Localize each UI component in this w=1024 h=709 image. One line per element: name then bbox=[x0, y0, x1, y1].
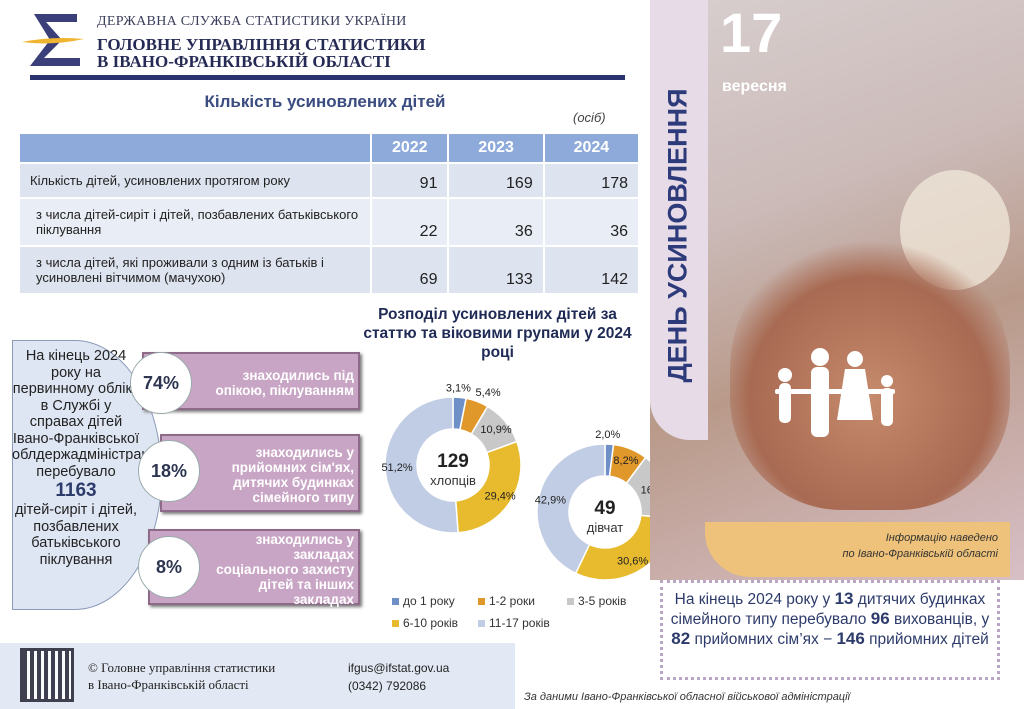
contact-info: ifgus@ifstat.gov.ua (0342) 792086 bbox=[348, 661, 450, 693]
legend-label: 6-10 років bbox=[403, 616, 458, 630]
donut-total: 49 bbox=[594, 498, 615, 519]
donut-total: 129 bbox=[437, 451, 469, 472]
legend-swatch bbox=[392, 597, 399, 605]
hands-photo bbox=[730, 230, 1010, 510]
donut-slice bbox=[454, 440, 522, 534]
table-row: з числа дітей-сиріт і дітей, позбавлених… bbox=[20, 199, 638, 245]
chart-title: Розподіл усиновлених дітей за статтю та … bbox=[363, 306, 632, 361]
legend-swatch bbox=[478, 619, 485, 627]
legend-item: 6-10 років bbox=[392, 616, 458, 630]
percent-badge: 18% bbox=[138, 440, 200, 502]
legend-item: до 1 року bbox=[392, 594, 455, 608]
dept-name: ГОЛОВНЕ УПРАВЛІННЯ СТАТИСТИКИ В ІВАНО-ФРА… bbox=[97, 35, 426, 71]
family-silhouette-icon bbox=[775, 348, 895, 437]
slice-label: 10,9% bbox=[480, 424, 511, 436]
donut-label: хлопців bbox=[430, 473, 476, 488]
org-name: ДЕРЖАВНА СЛУЖБА СТАТИСТИКИ УКРАЇНИ bbox=[97, 14, 407, 29]
legend-item: 11-17 років bbox=[478, 616, 550, 630]
banner-day: 17 bbox=[720, 1, 783, 64]
table-title: Кількість усиновлених дітей bbox=[204, 92, 446, 111]
slice-label: 42,9% bbox=[535, 495, 566, 507]
percent-badge: 8% bbox=[138, 536, 200, 598]
sigma-logo bbox=[22, 14, 84, 66]
legend-swatch bbox=[478, 597, 485, 605]
slice-label: 3,1% bbox=[446, 382, 471, 394]
legend-label: 11-17 років bbox=[489, 616, 550, 630]
footer bbox=[0, 643, 515, 709]
slice-label: 5,4% bbox=[476, 387, 501, 399]
legend-label: до 1 року bbox=[403, 594, 455, 608]
slice-label: 2,0% bbox=[595, 429, 620, 441]
donut-slice bbox=[536, 443, 606, 575]
legend-swatch bbox=[567, 597, 574, 605]
legend-item: 1-2 роки bbox=[478, 594, 535, 608]
copyright: © Головне управління статистики в Івано-Ф… bbox=[88, 660, 276, 692]
legend-item: 3-5 років bbox=[567, 594, 626, 608]
banner-caption: Інформацію наведено по Івано-Франківській… bbox=[705, 522, 1010, 577]
family-homes-box: На кінець 2024 року у 13 дитячих будинка… bbox=[660, 580, 1000, 680]
table-row: Кількість дітей, усиновлених протягом ро… bbox=[20, 164, 638, 197]
legend-swatch bbox=[392, 619, 399, 627]
adoption-table: 2022 2023 2024 Кількість дітей, усиновлени… bbox=[18, 132, 640, 295]
qr-code-icon[interactable] bbox=[20, 648, 74, 702]
source-note: За даними Івано-Франківської обласної ві… bbox=[524, 691, 850, 703]
donut-slice bbox=[384, 396, 459, 534]
banner-month: вересня bbox=[722, 78, 787, 95]
banner-title: ДЕНЬ УСИНОВЛЕННЯ bbox=[662, 87, 693, 383]
donut-hole bbox=[570, 477, 640, 547]
percent-badge: 74% bbox=[130, 352, 192, 414]
donut-label: дівчат bbox=[587, 520, 624, 535]
email-link[interactable]: ifgus@ifstat.gov.ua bbox=[348, 661, 450, 675]
legend-label: 1-2 роки bbox=[489, 594, 535, 608]
table-header: 2022 2023 2024 bbox=[20, 134, 638, 162]
table-row: з числа дітей, які проживали з одним із … bbox=[20, 247, 638, 293]
table-unit: (осіб) bbox=[573, 110, 606, 125]
legend-label: 3-5 років bbox=[578, 594, 627, 608]
slice-label: 51,2% bbox=[381, 462, 412, 474]
registry-text: На кінець 2024 року на первинному обліку… bbox=[12, 348, 157, 568]
header-divider bbox=[30, 75, 625, 80]
banner-tab bbox=[650, 0, 708, 440]
slice-label: 30,6% bbox=[617, 556, 648, 568]
slice-label: 8,2% bbox=[613, 455, 638, 467]
slice-label: 29,4% bbox=[484, 490, 515, 502]
donut-hole bbox=[418, 430, 488, 500]
